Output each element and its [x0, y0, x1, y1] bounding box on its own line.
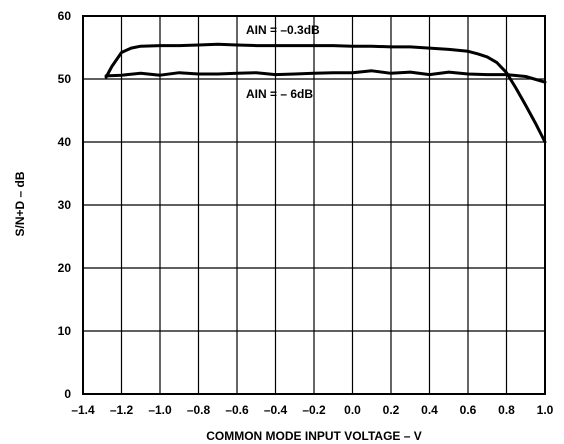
grid-lines — [83, 16, 545, 394]
x-tick-label: 0.6 — [460, 403, 477, 417]
x-tick-label: 0.2 — [383, 403, 400, 417]
y-tick-label: 0 — [64, 387, 71, 401]
y-tick-label: 40 — [58, 135, 72, 149]
x-tick-label: –0.8 — [187, 403, 211, 417]
x-tick-label: –0.2 — [302, 403, 326, 417]
y-tick-labels: 0 10 20 30 40 50 60 — [58, 9, 72, 401]
x-tick-label: –0.6 — [225, 403, 249, 417]
series-line-2 — [104, 69, 547, 84]
x-tick-label: –1.4 — [71, 403, 95, 417]
x-tick-label: 1.0 — [537, 403, 554, 417]
series-line-1 — [104, 42, 547, 144]
annotation-ain-03db: AIN = –0.3dB — [246, 23, 320, 37]
annotation-ain-6db: AIN = – 6dB — [246, 87, 313, 101]
x-tick-label: 0.0 — [344, 403, 361, 417]
x-tick-label: 0.8 — [498, 403, 515, 417]
y-tick-label: 10 — [58, 324, 72, 338]
series-layer — [104, 42, 547, 144]
y-tick-label: 60 — [58, 9, 72, 23]
y-tick-label: 30 — [58, 198, 72, 212]
plot-frame — [82, 15, 546, 395]
x-tick-labels: –1.4 –1.2 –1.0 –0.8 –0.6 –0.4 –0.2 0.0 0.2 0.4 0.6… — [71, 403, 553, 417]
x-tick-label: –1.2 — [110, 403, 134, 417]
x-tick-label: –0.4 — [264, 403, 288, 417]
x-axis-label: COMMON MODE INPUT VOLTAGE – V — [206, 429, 422, 443]
x-tick-label: 0.4 — [421, 403, 438, 417]
y-tick-label: 20 — [58, 261, 72, 275]
y-axis-label: S/N+D – dB — [13, 171, 27, 236]
y-tick-label: 50 — [58, 72, 72, 86]
x-tick-label: –1.0 — [148, 403, 172, 417]
